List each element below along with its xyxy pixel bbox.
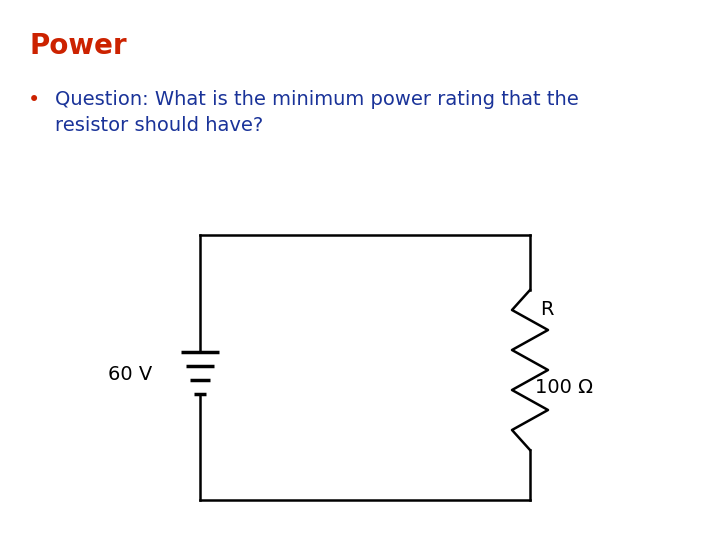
Text: resistor should have?: resistor should have? <box>55 116 264 135</box>
Text: 100 Ω: 100 Ω <box>535 378 593 397</box>
Text: Power: Power <box>30 32 127 60</box>
Text: 60 V: 60 V <box>108 364 152 383</box>
Text: R: R <box>540 300 554 319</box>
Text: Question: What is the minimum power rating that the: Question: What is the minimum power rati… <box>55 90 579 109</box>
Text: •: • <box>28 90 40 110</box>
